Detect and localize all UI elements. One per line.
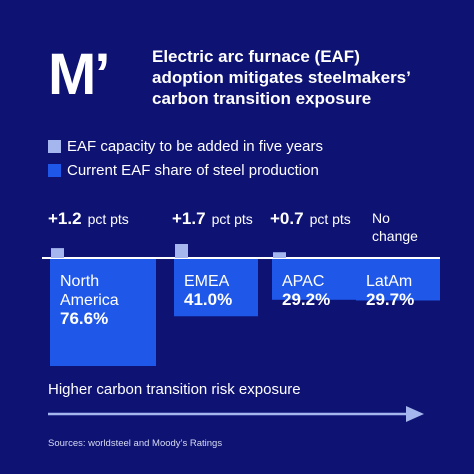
- legend-label: Current EAF share of steel production: [67, 161, 319, 179]
- legend-label: EAF capacity to be added in five years: [67, 137, 323, 155]
- source-note: Sources: worldsteel and Moody’s Ratings: [48, 438, 223, 449]
- capacity-bar: [175, 244, 188, 258]
- legend: EAF capacity to be added in five years C…: [48, 134, 323, 182]
- capacity-bar: [51, 248, 64, 258]
- share-bar: [174, 259, 258, 317]
- legend-swatch-light: [48, 139, 61, 153]
- category-label: APAC: [282, 273, 324, 290]
- category-label: America: [60, 292, 119, 309]
- capacity-value-label: +0.7 pct pts: [270, 209, 351, 228]
- share-bar: [50, 259, 156, 366]
- chart-title: Electric arc furnace (EAF) adoption miti…: [152, 46, 442, 109]
- capacity-value-label: change: [372, 228, 418, 244]
- capacity-bar: [273, 252, 286, 258]
- moodys-logo: M’: [48, 42, 110, 107]
- legend-swatch-dark: [48, 163, 61, 177]
- capacity-value-label: No: [372, 210, 390, 226]
- title-line: carbon transition exposure: [152, 89, 372, 108]
- category-label: North: [60, 273, 99, 290]
- title-line: adoption mitigates steelmakers’: [152, 68, 411, 87]
- share-value-label: 29.2%: [282, 290, 330, 309]
- share-bar: [356, 259, 440, 301]
- share-value-label: 41.0%: [184, 290, 232, 309]
- share-bar: [272, 259, 356, 300]
- share-value-label: 76.6%: [60, 309, 108, 328]
- risk-axis-label: Higher carbon transition risk exposure: [48, 381, 301, 398]
- category-label: LatAm: [366, 273, 412, 290]
- capacity-value-label: +1.2 pct pts: [48, 209, 129, 228]
- legend-item-share: Current EAF share of steel production: [48, 158, 323, 182]
- capacity-value-label: +1.7 pct pts: [172, 209, 253, 228]
- legend-item-capacity: EAF capacity to be added in five years: [48, 134, 323, 158]
- category-label: EMEA: [184, 273, 230, 290]
- risk-arrow-head: [406, 406, 424, 422]
- title-line: Electric arc furnace (EAF): [152, 47, 360, 66]
- share-value-label: 29.7%: [366, 290, 414, 309]
